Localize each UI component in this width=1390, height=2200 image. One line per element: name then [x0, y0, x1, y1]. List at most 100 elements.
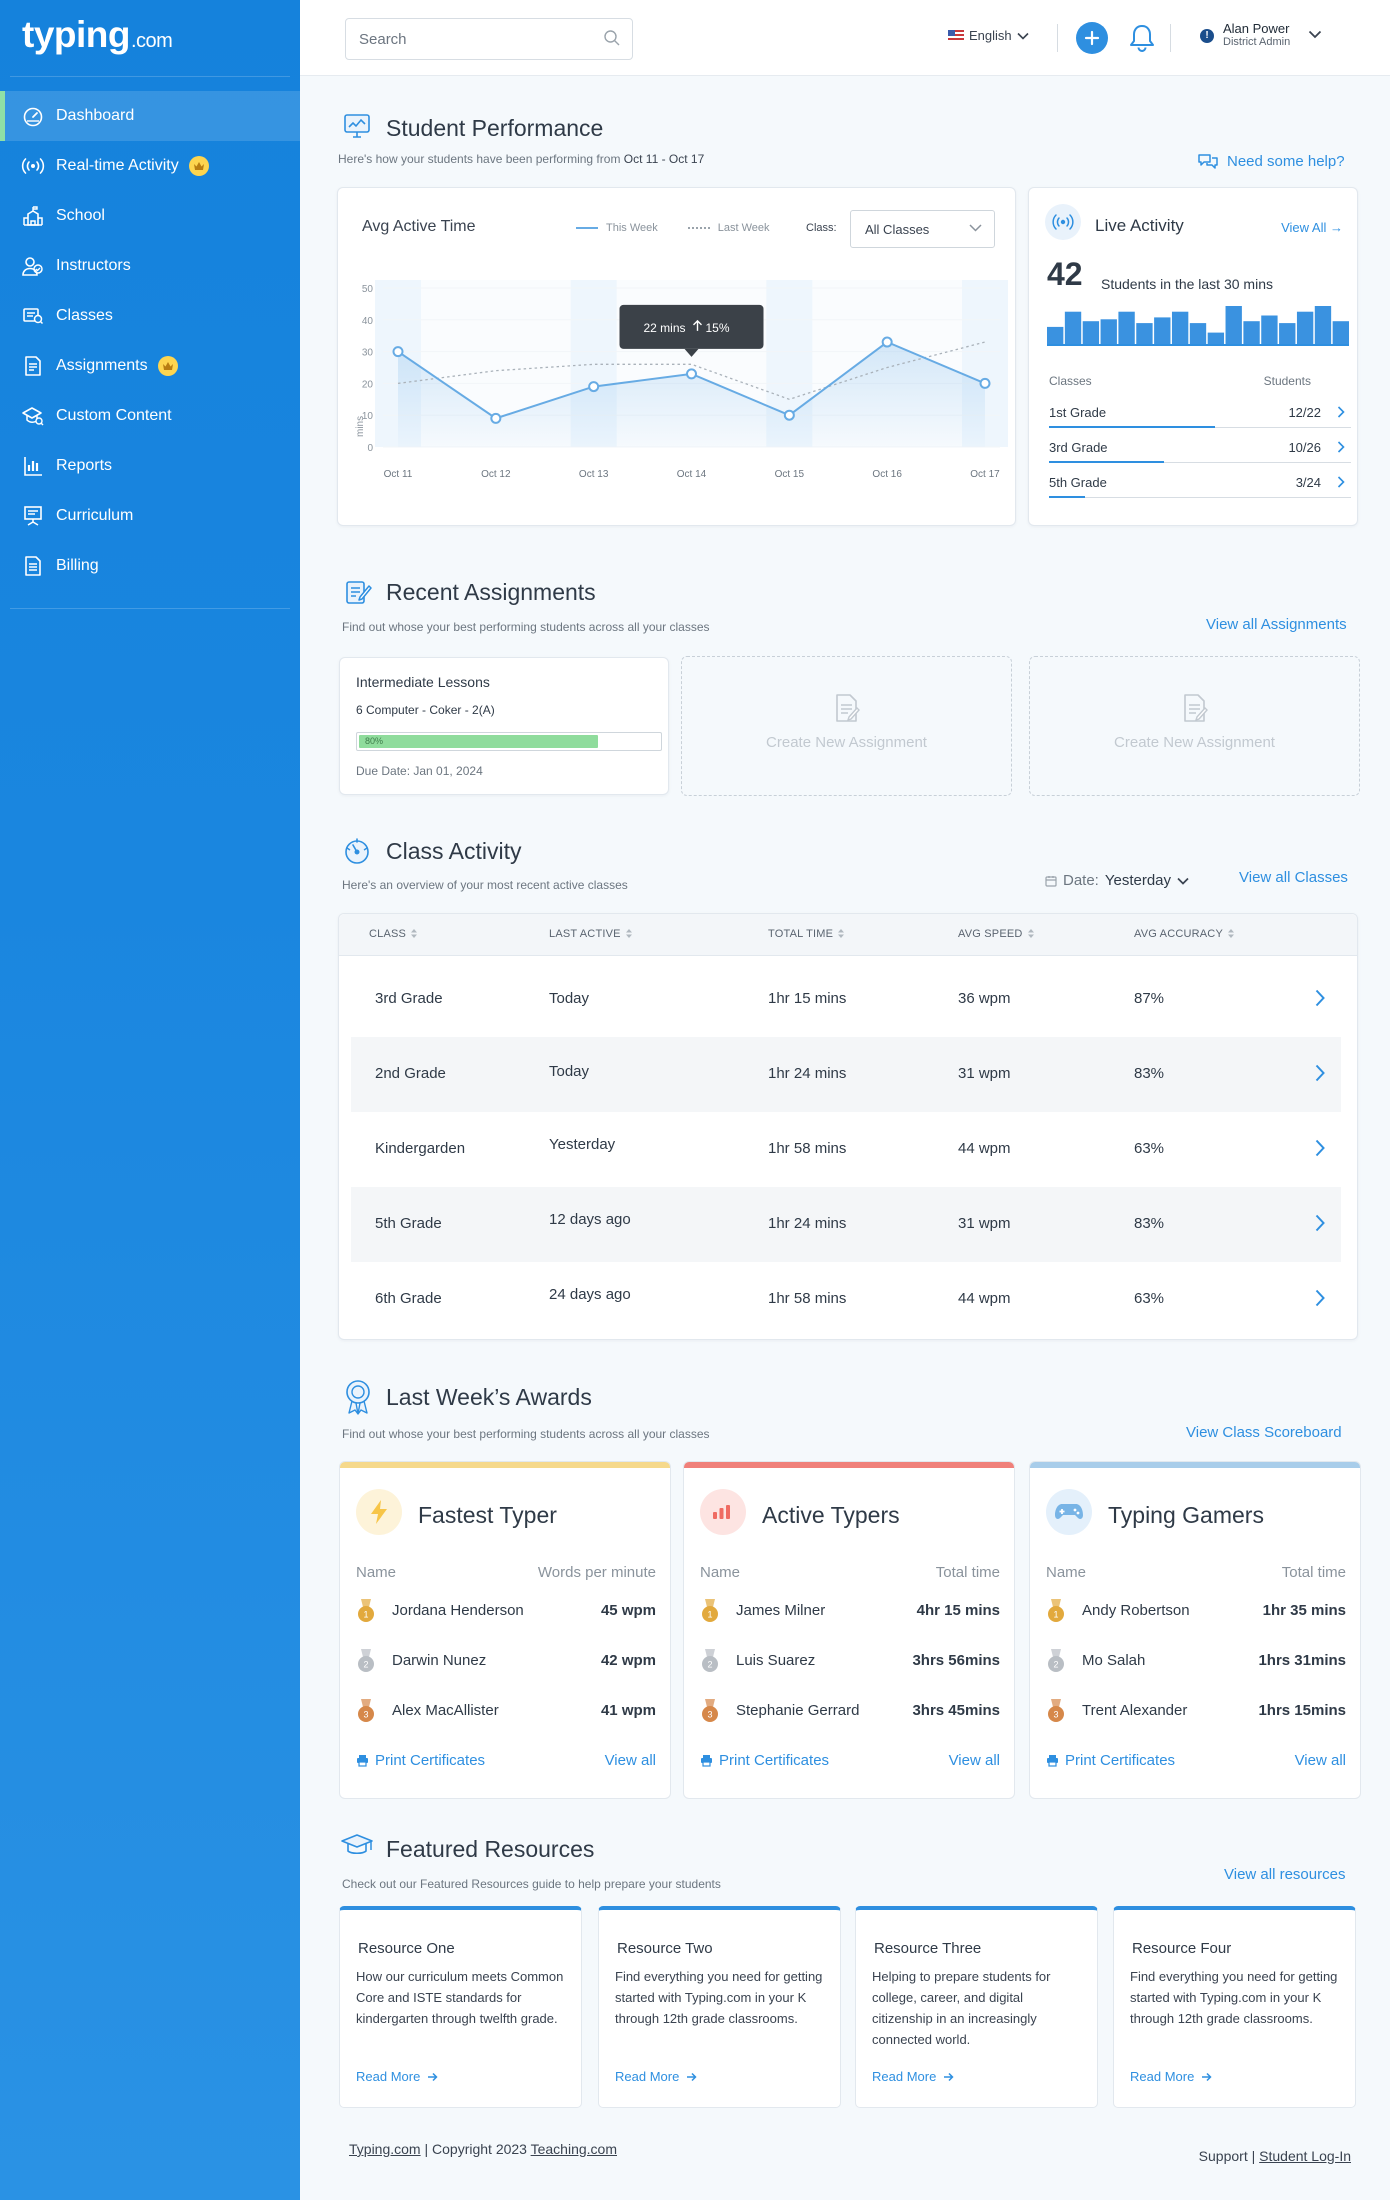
search-input[interactable] [345, 18, 633, 60]
print-certificates-label: Print Certificates [719, 1752, 830, 1769]
resource-card[interactable]: Resource Two Find everything you need for… [598, 1906, 841, 2108]
edit-document-icon [344, 578, 372, 606]
sidebar-item-label: School [56, 207, 105, 224]
create-assignment-button[interactable]: Create New Assignment [1029, 656, 1360, 796]
print-certificates-link[interactable]: Print Certificates [1046, 1752, 1175, 1769]
create-assignment-button[interactable]: Create New Assignment [681, 656, 1012, 796]
chevron-right-icon[interactable] [1315, 1139, 1325, 1157]
column-header-total-time[interactable]: TOTAL TIME [768, 928, 845, 940]
language-selector[interactable]: English [948, 28, 1029, 43]
live-class-name: 5th Grade [1049, 475, 1107, 490]
sidebar-item-billing[interactable]: Billing [0, 541, 300, 591]
table-row[interactable]: 6th Grade 24 days ago 1hr 58 mins 44 wpm 63% [351, 1262, 1341, 1337]
search-icon[interactable] [603, 29, 621, 47]
resource-title: Resource Two [617, 1940, 713, 1957]
typing-logo[interactable]: typing.com [22, 14, 173, 55]
table-row[interactable]: 5th Grade 12 days ago 1hr 24 mins 31 wpm 83% [351, 1187, 1341, 1262]
sidebar: typing.com Dashboard Real-time Activity Sc… [0, 0, 300, 2200]
resource-card[interactable]: Resource One How our curriculum meets Com… [339, 1906, 582, 2108]
live-col-students: Students [1263, 374, 1311, 388]
chevron-right-icon[interactable] [1315, 989, 1325, 1007]
teaching-com-link[interactable]: Teaching.com [530, 2141, 617, 2157]
view-all-classes-link[interactable]: View all Classes [1239, 869, 1348, 886]
activity-bar [1154, 317, 1171, 344]
chevron-right-icon[interactable] [1315, 1064, 1325, 1082]
resource-card[interactable]: Resource Three Helping to prepare student… [855, 1906, 1098, 2108]
student-login-link[interactable]: Student Log-In [1259, 2148, 1351, 2164]
sidebar-item-reports[interactable]: Reports [0, 441, 300, 491]
chevron-right-icon[interactable] [1315, 1214, 1325, 1232]
gamepad-icon [1046, 1489, 1092, 1535]
live-class-row[interactable]: 1st Grade 12/22 [1049, 399, 1351, 435]
cell-total-time: 1hr 24 mins [768, 1215, 847, 1232]
view-class-scoreboard-link[interactable]: View Class Scoreboard [1186, 1424, 1342, 1441]
this-week-point[interactable] [686, 368, 697, 380]
activity-bar [1171, 311, 1189, 344]
x-tick-label: Oct 12 [481, 469, 511, 480]
sidebar-item-classes[interactable]: Classes [0, 291, 300, 341]
this-week-point[interactable] [783, 409, 795, 421]
need-help-link[interactable]: Need some help? [1197, 152, 1345, 170]
table-row[interactable]: 3rd Grade Today 1hr 15 mins 36 wpm 87% [351, 962, 1341, 1037]
this-week-area [398, 342, 985, 447]
live-class-row[interactable]: 3rd Grade 10/26 [1049, 434, 1351, 470]
live-view-all-link[interactable]: View All → [1281, 220, 1343, 235]
print-certificates-link[interactable]: Print Certificates [700, 1752, 829, 1769]
notifications-bell-icon[interactable] [1128, 22, 1156, 54]
live-class-row[interactable]: 5th Grade 3/24 [1049, 469, 1351, 505]
assignment-class: 6 Computer - Coker - 2(A) [356, 703, 495, 717]
column-header-avg-accuracy[interactable]: AVG ACCURACY [1134, 928, 1234, 940]
cell-total-time: 1hr 58 mins [768, 1140, 847, 1157]
support-link[interactable]: Support [1198, 2148, 1248, 2164]
award-metric-header: Total time [1281, 1564, 1346, 1581]
class-filter-select[interactable]: All Classes [850, 210, 995, 248]
column-header-last-active[interactable]: LAST ACTIVE [549, 928, 632, 940]
add-button[interactable] [1076, 22, 1108, 54]
resource-card[interactable]: Resource Four Find everything you need fo… [1113, 1906, 1356, 2108]
sidebar-item-real-time-activity[interactable]: Real-time Activity [0, 141, 300, 191]
sidebar-item-assignments[interactable]: Assignments [0, 341, 300, 391]
read-more-link[interactable]: Read More [356, 2069, 438, 2084]
award-view-all-link[interactable]: View all [948, 1752, 1000, 1769]
award-student-name: Trent Alexander [1082, 1702, 1188, 1719]
this-week-point[interactable] [881, 336, 893, 348]
this-week-point[interactable] [588, 381, 600, 393]
sidebar-item-school[interactable]: School [0, 191, 300, 241]
x-tick-label: Oct 14 [677, 469, 707, 480]
typing-com-link[interactable]: Typing.com [349, 2141, 421, 2157]
this-week-point[interactable] [979, 377, 991, 389]
language-label: English [969, 28, 1012, 43]
view-all-assignments-link[interactable]: View all Assignments [1206, 616, 1347, 633]
sidebar-item-label: Curriculum [56, 507, 134, 524]
table-row[interactable]: 2nd Grade Today 1hr 24 mins 31 wpm 83% [351, 1037, 1341, 1112]
read-more-link[interactable]: Read More [872, 2069, 954, 2084]
award-student-name: James Milner [736, 1602, 826, 1619]
chevron-down-icon[interactable] [1308, 30, 1322, 39]
view-all-resources-link[interactable]: View all resources [1224, 1866, 1346, 1883]
live-count-description: Students in the last 30 mins [1101, 276, 1273, 292]
award-student-name: Andy Robertson [1082, 1602, 1190, 1619]
award-student-value: 4hr 15 mins [916, 1602, 1000, 1619]
award-card-fastest-typer: Fastest Typer Name Words per minute 1 Jordan… [339, 1461, 671, 1799]
award-view-all-link[interactable]: View all [604, 1752, 656, 1769]
sidebar-item-dashboard[interactable]: Dashboard [0, 91, 300, 141]
sidebar-item-custom-content[interactable]: Custom Content [0, 391, 300, 441]
chevron-right-icon[interactable] [1315, 1289, 1325, 1307]
table-row[interactable]: Kindergarden Yesterday 1hr 58 mins 44 wpm 63… [351, 1112, 1341, 1187]
date-filter[interactable]: Date: Yesterday [1045, 872, 1189, 889]
sidebar-item-curriculum[interactable]: Curriculum [0, 491, 300, 541]
print-certificates-link[interactable]: Print Certificates [356, 1752, 485, 1769]
award-view-all-link[interactable]: View all [1294, 1752, 1346, 1769]
medal-icon: 3 [1046, 1698, 1066, 1724]
read-more-link[interactable]: Read More [615, 2069, 697, 2084]
user-menu[interactable]: ! Alan Power District Admin [1200, 22, 1290, 49]
column-header-avg-speed[interactable]: AVG SPEED [958, 928, 1034, 940]
cell-last-active: 24 days ago [549, 1286, 631, 1303]
this-week-point[interactable] [490, 412, 502, 424]
activity-bar [1100, 319, 1117, 344]
read-more-link[interactable]: Read More [1130, 2069, 1212, 2084]
this-week-point[interactable] [392, 346, 404, 358]
sidebar-item-instructors[interactable]: Instructors [0, 241, 300, 291]
assignment-card[interactable]: Intermediate Lessons 6 Computer - Coker … [339, 657, 669, 795]
column-header-class[interactable]: CLASS [369, 928, 418, 940]
